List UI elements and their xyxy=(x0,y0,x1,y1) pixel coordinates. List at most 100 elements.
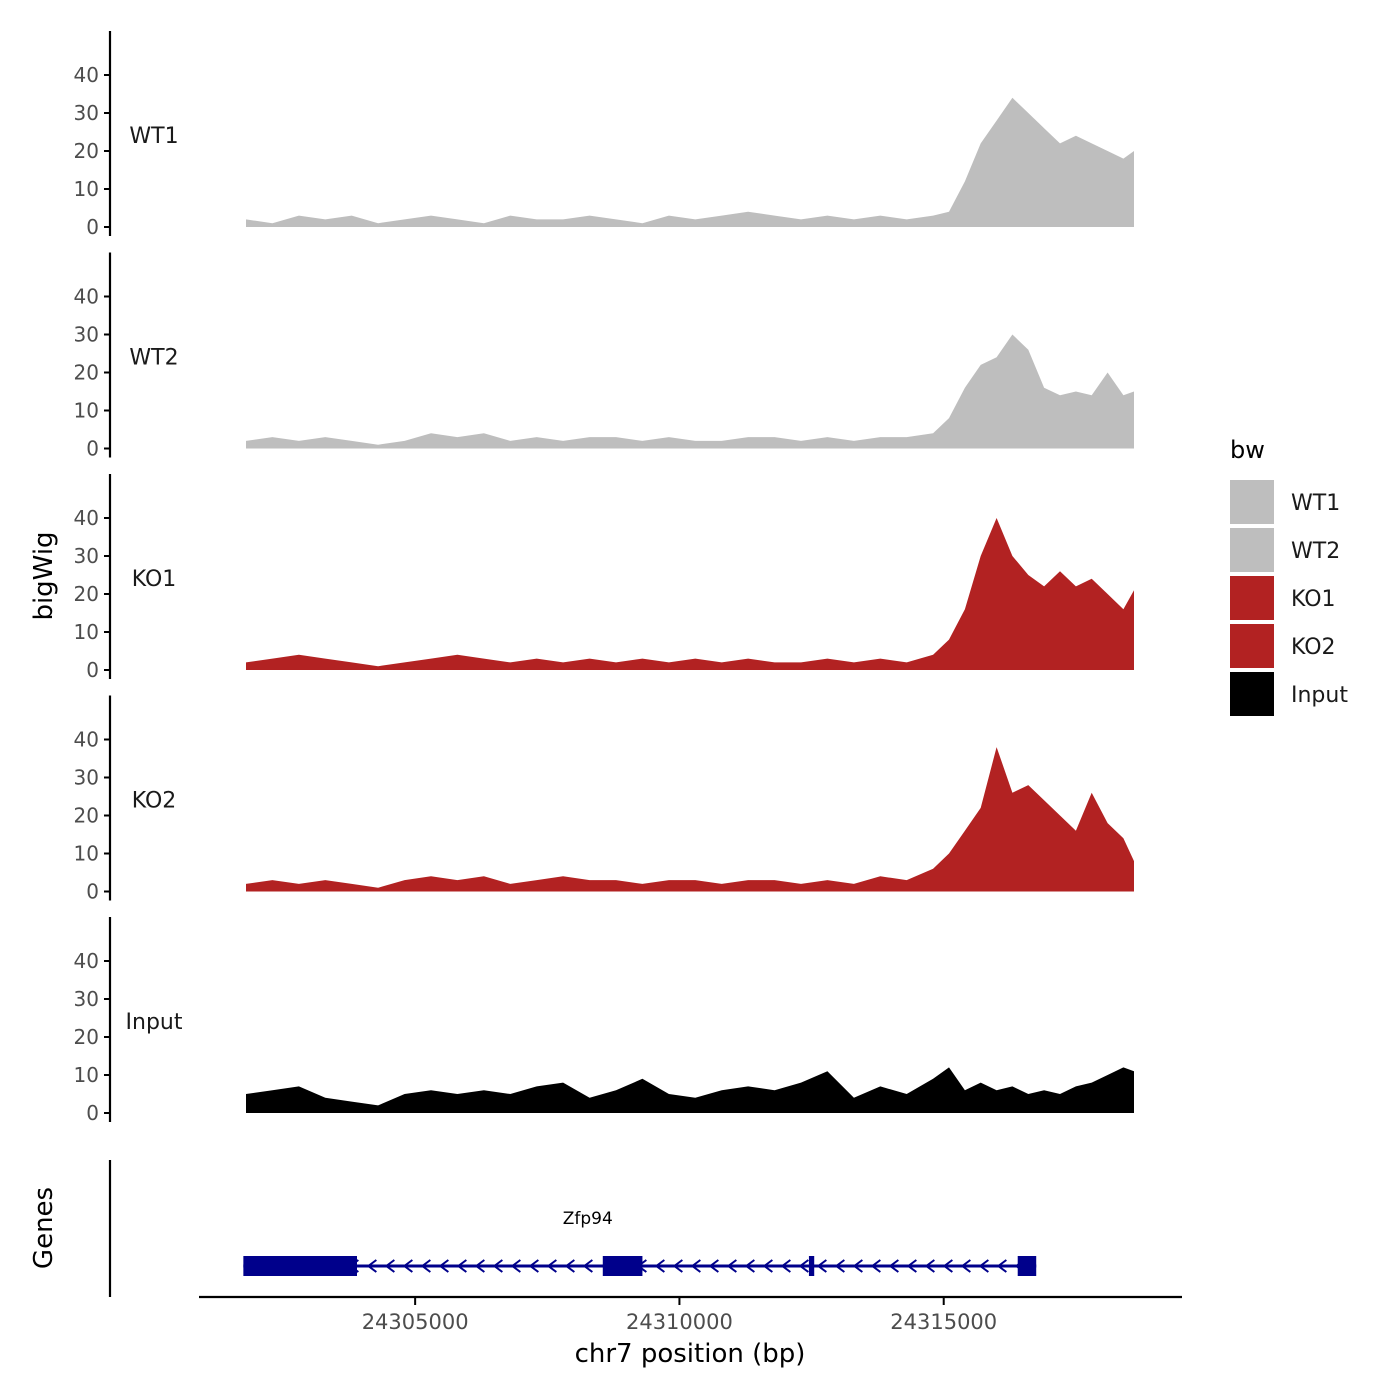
y-tick-label-input-0: 0 xyxy=(86,1101,99,1125)
y-tick-label-ko2-20: 20 xyxy=(74,804,99,828)
y-tick-label-wt2-20: 20 xyxy=(74,361,99,385)
strand-arrow xyxy=(510,1259,521,1273)
strand-arrow xyxy=(816,1259,827,1273)
track-label-input: Input xyxy=(126,1010,183,1035)
strand-arrow xyxy=(402,1259,413,1273)
y-tick-label-ko2-30: 30 xyxy=(74,766,99,790)
strand-arrow xyxy=(456,1259,467,1273)
strand-arrow xyxy=(366,1259,377,1273)
y-tick-label-ko1-30: 30 xyxy=(74,544,99,568)
x-tick-label-24310000: 24310000 xyxy=(626,1310,733,1334)
x-axis: 24305000 24310000 24315000 xyxy=(199,1295,1182,1334)
exon-1 xyxy=(243,1256,357,1276)
track-label-wt2: WT2 xyxy=(129,346,178,371)
strand-arrow xyxy=(528,1259,539,1273)
genes-axis-label: Genes xyxy=(29,1187,59,1269)
strand-arrow xyxy=(564,1259,575,1273)
legend-label-input: Input xyxy=(1291,683,1348,708)
track-label-wt1: WT1 xyxy=(129,124,178,149)
strand-arrow xyxy=(906,1259,917,1273)
x-tick-label-24315000: 24315000 xyxy=(890,1310,997,1334)
strand-arrow xyxy=(708,1259,719,1273)
strand-arrow xyxy=(834,1259,845,1273)
legend-item-wt1: WT1 xyxy=(1230,480,1340,524)
legend-swatch-wt1 xyxy=(1230,480,1274,524)
y-tick-label-wt2-0: 0 xyxy=(86,437,99,461)
y-tick-label-ko1-40: 40 xyxy=(74,506,99,530)
strand-arrow xyxy=(474,1259,485,1273)
strand-arrow xyxy=(672,1259,683,1273)
gene-label-zfp94: Zfp94 xyxy=(563,1209,613,1229)
strand-arrow xyxy=(744,1259,755,1273)
y-tick-label-wt2-30: 30 xyxy=(74,323,99,347)
legend: bw WT1 WT2 KO1 KO2 Input xyxy=(1230,436,1348,716)
y-tick-label-input-10: 10 xyxy=(74,1063,99,1087)
x-axis-label: chr7 position (bp) xyxy=(575,1339,806,1369)
x-tick-label-24305000: 24305000 xyxy=(362,1310,469,1334)
legend-item-ko1: KO1 xyxy=(1230,576,1336,620)
legend-item-wt2: WT2 xyxy=(1230,528,1340,572)
strand-arrow xyxy=(852,1259,863,1273)
legend-swatch-wt2 xyxy=(1230,528,1274,572)
track-wt1: 0 10 20 30 40 WT1 xyxy=(74,31,1134,239)
strand-arrow xyxy=(942,1259,953,1273)
legend-label-ko1: KO1 xyxy=(1291,587,1336,612)
y-tick-label-input-40: 40 xyxy=(74,949,99,973)
legend-item-ko2: KO2 xyxy=(1230,624,1336,668)
legend-label-wt1: WT1 xyxy=(1291,491,1340,516)
y-tick-label-wt2-40: 40 xyxy=(74,285,99,309)
track-ko2: 0 10 20 30 40 KO2 xyxy=(74,695,1134,904)
area-ko1 xyxy=(246,518,1134,670)
strand-arrow xyxy=(438,1259,449,1273)
track-label-ko1: KO1 xyxy=(132,567,177,592)
y-tick-label-ko2-10: 10 xyxy=(74,842,99,866)
exon-3 xyxy=(808,1256,815,1276)
strand-arrow xyxy=(924,1259,935,1273)
strand-arrow xyxy=(492,1259,503,1273)
track-wt2: 0 10 20 30 40 WT2 xyxy=(74,252,1134,461)
y-tick-label-wt1-40: 40 xyxy=(74,63,99,87)
y-tick-label-ko1-20: 20 xyxy=(74,582,99,606)
genes-panel: Zfp94 xyxy=(108,1160,1037,1297)
legend-label-ko2: KO2 xyxy=(1291,635,1336,660)
legend-swatch-input xyxy=(1230,672,1274,716)
track-input: 0 10 20 30 40 Input xyxy=(74,917,1134,1125)
exon-2 xyxy=(602,1256,643,1276)
strand-arrow xyxy=(780,1259,791,1273)
strand-arrow xyxy=(654,1259,665,1273)
legend-swatch-ko2 xyxy=(1230,624,1274,668)
y-tick-label-ko2-0: 0 xyxy=(86,880,99,904)
legend-label-wt2: WT2 xyxy=(1291,539,1340,564)
strand-arrow xyxy=(546,1259,557,1273)
track-label-ko2: KO2 xyxy=(132,789,177,814)
exon-4 xyxy=(1017,1256,1037,1276)
y-tick-label-wt1-0: 0 xyxy=(86,215,99,239)
y-tick-label-ko2-40: 40 xyxy=(74,728,99,752)
y-tick-label-input-20: 20 xyxy=(74,1025,99,1049)
y-tick-label-ko1-10: 10 xyxy=(74,620,99,644)
legend-swatch-ko1 xyxy=(1230,576,1274,620)
strand-arrow xyxy=(996,1259,1007,1273)
strand-arrow xyxy=(726,1259,737,1273)
strand-arrow xyxy=(888,1259,899,1273)
bigwig-tracks: 0 10 20 30 40 WT1 0 10 20 30 40 WT2 0 10 20 30 40 KO1 0 10 2… xyxy=(74,31,1134,1125)
strand-arrow xyxy=(978,1259,989,1273)
legend-item-input: Input xyxy=(1230,672,1348,716)
area-ko2 xyxy=(246,747,1134,892)
y-axis-label: bigWig xyxy=(29,531,59,620)
strand-arrow xyxy=(960,1259,971,1273)
area-input xyxy=(246,1067,1134,1113)
gene-zfp94: Zfp94 xyxy=(243,1209,1037,1276)
strand-arrow xyxy=(384,1259,395,1273)
area-wt1 xyxy=(246,97,1134,227)
strand-arrow xyxy=(582,1259,593,1273)
strand-arrow xyxy=(762,1259,773,1273)
y-tick-label-wt1-10: 10 xyxy=(74,177,99,201)
y-tick-label-input-30: 30 xyxy=(74,987,99,1011)
strand-arrow xyxy=(690,1259,701,1273)
strand-arrow xyxy=(870,1259,881,1273)
track-ko1: 0 10 20 30 40 KO1 xyxy=(74,474,1134,682)
y-tick-label-wt2-10: 10 xyxy=(74,399,99,423)
